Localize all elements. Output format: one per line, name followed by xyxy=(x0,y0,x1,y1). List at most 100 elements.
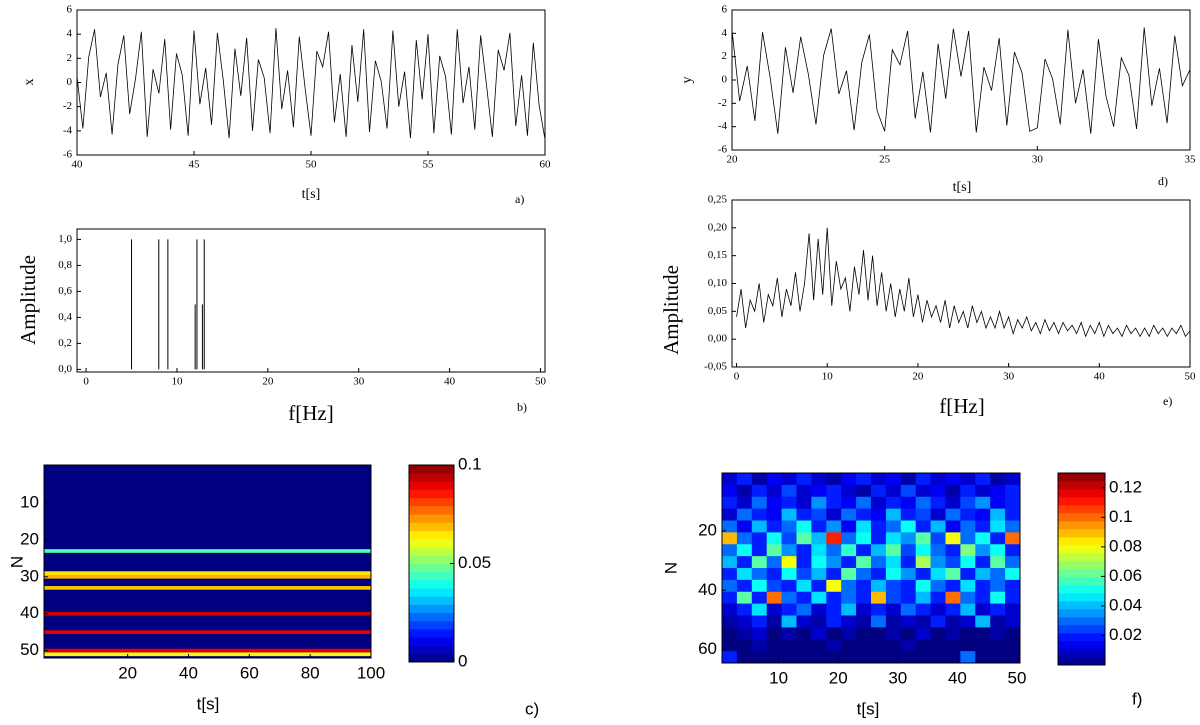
heatmap-cell xyxy=(826,520,842,533)
heatmap-cell xyxy=(796,473,812,486)
heatmap-cell xyxy=(796,639,812,652)
heatmap-cell xyxy=(811,556,827,569)
heatmap-cell xyxy=(751,508,767,521)
heatmap-cell xyxy=(766,639,782,652)
colorbar-band xyxy=(1058,561,1105,570)
heatmap-cell xyxy=(930,556,946,569)
y-tick-label: -4 xyxy=(63,124,73,136)
heatmap-cell xyxy=(990,651,1006,663)
heatmap-row xyxy=(44,512,371,517)
panel: 0 10 20 30 40 50 0,0 0,2 0,4 0,6 0,8 1,0 f[Hz] Amplit… xyxy=(16,228,547,425)
panel-label: c) xyxy=(525,699,539,718)
heatmap-cell xyxy=(871,603,887,616)
plot-area xyxy=(736,227,1190,338)
heatmap-cell xyxy=(766,532,782,545)
plot-area xyxy=(44,465,371,658)
heatmap-cell xyxy=(856,544,872,557)
heatmap-row xyxy=(44,589,371,594)
y-tick-label: 0,15 xyxy=(708,249,728,261)
colorbar-tick-label: 0.04 xyxy=(1109,595,1142,614)
heatmap-cell xyxy=(1005,544,1020,557)
panel: 0 0.05 0.1 20 40 60 80 100 10 20 30 40 50 t[s] Nc) xyxy=(7,454,539,718)
panel-label: d) xyxy=(1158,174,1168,188)
y-tick-label: 0,00 xyxy=(708,333,728,345)
heatmap-cell xyxy=(856,615,872,628)
heatmap-cell xyxy=(796,520,812,533)
colorbar-tick-label: 0.06 xyxy=(1109,566,1142,585)
heatmap-cell xyxy=(990,508,1006,521)
heatmap-row xyxy=(44,552,371,557)
heatmap-cell xyxy=(960,556,976,569)
heatmap-cell xyxy=(915,568,931,581)
y-tick-label: 10 xyxy=(20,492,39,511)
heatmap-cell xyxy=(885,651,902,663)
heatmap-cell xyxy=(856,603,872,616)
heatmap-cell xyxy=(885,591,902,604)
heatmap-cell xyxy=(871,615,887,628)
x-tick-label: 35 xyxy=(1185,154,1197,166)
y-tick-label: -2 xyxy=(718,97,727,109)
colorbar-tick-label: 0.1 xyxy=(458,454,482,473)
heatmap-cell xyxy=(856,496,872,509)
heatmap-cell xyxy=(856,484,872,498)
colorbar-band xyxy=(1058,481,1105,490)
x-tick-label: 20 xyxy=(118,663,137,682)
heatmap-cell xyxy=(1005,568,1020,581)
heatmap-cell xyxy=(885,579,902,593)
heatmap-cell xyxy=(900,591,916,604)
heatmap-cell xyxy=(826,484,842,498)
heatmap-row xyxy=(44,567,371,572)
heatmap-cell xyxy=(945,568,961,581)
heatmap-cell xyxy=(915,591,931,604)
heatmap-cell xyxy=(811,496,827,509)
heatmap-cell xyxy=(736,639,753,652)
heatmap-cell xyxy=(796,615,812,628)
heatmap-cell xyxy=(811,591,827,604)
heatmap-cell xyxy=(722,615,738,628)
heatmap-cell xyxy=(766,556,782,569)
colorbar-tick-label: 0 xyxy=(458,651,467,670)
heatmap-cell xyxy=(811,520,827,533)
heatmap-cell xyxy=(871,568,887,581)
heatmap-row xyxy=(44,593,371,598)
heatmap-cell xyxy=(915,544,931,557)
heatmap-cell xyxy=(930,532,946,545)
y-tick-label: 0,2 xyxy=(58,337,72,349)
y-axis-label: Amplitude xyxy=(659,265,683,355)
heatmap-cell xyxy=(796,627,812,640)
heatmap-cell xyxy=(945,579,961,593)
panel-label: f) xyxy=(1132,689,1142,708)
heatmap-cell xyxy=(856,532,872,545)
heatmap-cell xyxy=(930,579,946,593)
heatmap-row xyxy=(44,611,371,616)
heatmap-cell xyxy=(885,484,902,498)
heatmap-cell xyxy=(930,627,946,640)
heatmap-cell xyxy=(900,556,916,569)
x-tick-label: 40 xyxy=(1094,371,1106,383)
heatmap-cell xyxy=(826,532,842,545)
heatmap-cell xyxy=(722,508,738,521)
heatmap-cell xyxy=(796,579,812,593)
heatmap-cell xyxy=(751,568,767,581)
heatmap-cell xyxy=(841,579,857,593)
y-tick-label: 0,10 xyxy=(708,277,728,289)
x-tick-label: 80 xyxy=(301,663,320,682)
heatmap-row xyxy=(44,600,371,605)
heatmap-row xyxy=(44,519,371,524)
heatmap-cell xyxy=(900,544,916,557)
colorbar-band xyxy=(409,465,454,474)
heatmap-row xyxy=(44,634,371,639)
heatmap-cell xyxy=(856,520,872,533)
colorbar-band xyxy=(1058,505,1105,514)
heatmap-cell xyxy=(796,496,812,509)
plot-area xyxy=(732,27,1190,134)
colorbar-band xyxy=(409,645,454,655)
x-tick-label: 50 xyxy=(535,376,547,388)
heatmap-cell xyxy=(766,544,782,557)
colorbar-band xyxy=(1058,585,1105,594)
heatmap-cell xyxy=(736,615,753,628)
heatmap-cell xyxy=(751,473,767,486)
heatmap-cell xyxy=(826,603,842,616)
heatmap-row xyxy=(44,556,371,561)
